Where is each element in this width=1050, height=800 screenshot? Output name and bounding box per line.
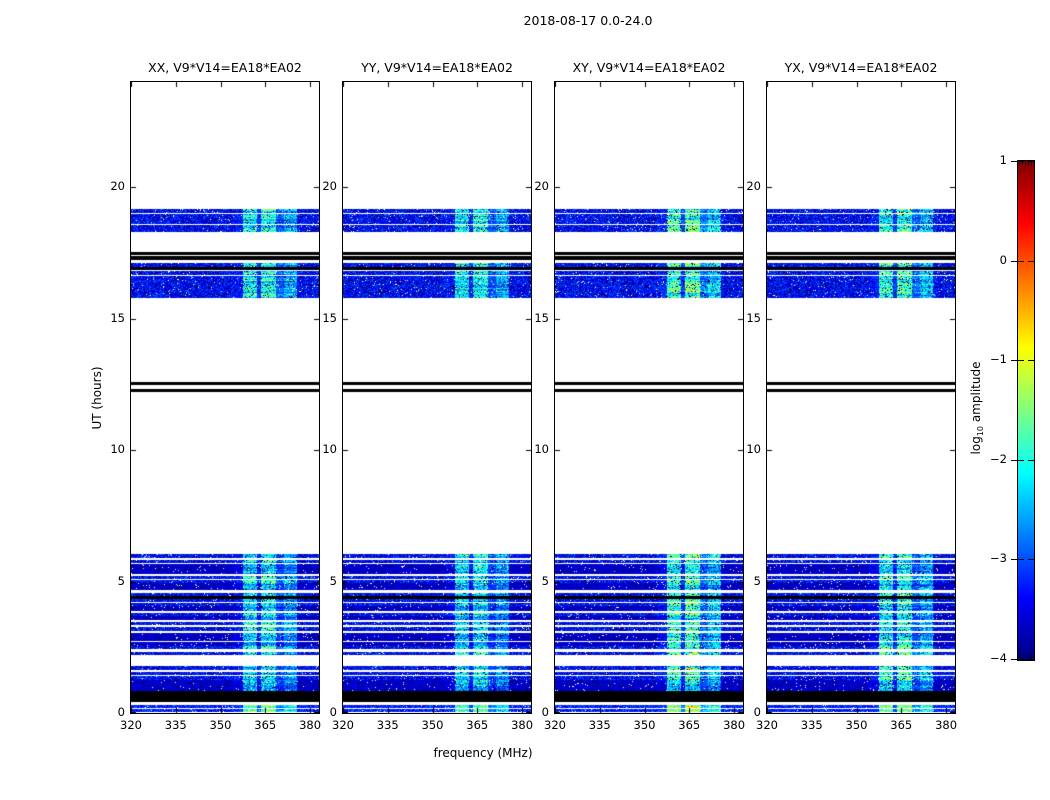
panel-title-XX: XX, V9*V14=EA18*EA02 xyxy=(148,60,302,75)
figure-title: 2018-08-17 0.0-24.0 xyxy=(523,13,653,28)
panel-title-YY: YY, V9*V14=EA18*EA02 xyxy=(361,60,513,75)
heatmap-canvas-XX xyxy=(131,82,319,713)
x-tick-label: 350 xyxy=(845,718,868,732)
y-tick-label: 20 xyxy=(746,179,761,194)
x-tick-label: 350 xyxy=(421,718,444,732)
panel-title-YX: YX, V9*V14=EA18*EA02 xyxy=(784,60,938,75)
x-tick-label: 320 xyxy=(756,718,778,732)
colorbar-tick-inner xyxy=(1028,161,1034,162)
colorbar-label: log10 amplitude xyxy=(968,361,986,455)
x-tick-label: 335 xyxy=(376,718,399,732)
y-tick-label: 0 xyxy=(117,705,125,719)
colorbar-tick xyxy=(1011,161,1024,162)
colorbar-tick-inner xyxy=(1028,261,1034,262)
colorbar-tick-inner xyxy=(1028,360,1034,361)
colorbar-tick-label: 1 xyxy=(999,153,1007,167)
x-tick-label: 365 xyxy=(466,718,489,732)
heatmap-canvas-YX xyxy=(767,82,955,713)
x-tick-label: 335 xyxy=(800,718,823,732)
y-tick-label: 20 xyxy=(110,179,125,194)
colorbar-hatch-top xyxy=(1019,161,1033,166)
panel-title-XY: XY, V9*V14=EA18*EA02 xyxy=(572,60,726,75)
colorbar-tick xyxy=(1011,460,1024,461)
colorbar-tick xyxy=(1011,360,1024,361)
y-tick-label: 5 xyxy=(117,573,125,588)
y-tick-label: 10 xyxy=(534,442,549,457)
y-tick-label: 15 xyxy=(110,310,125,325)
y-tick-label: 0 xyxy=(329,705,337,719)
panel-XX xyxy=(130,81,320,714)
colorbar-hatch-bottom xyxy=(1019,654,1033,659)
colorbar-tick-inner xyxy=(1028,460,1034,461)
colorbar-tick-label: −1 xyxy=(990,352,1007,366)
x-axis-label: frequency (MHz) xyxy=(433,746,533,760)
colorbar-tick xyxy=(1011,659,1024,660)
panel-YX xyxy=(766,81,956,714)
colorbar-tick-label: 0 xyxy=(999,253,1007,267)
y-tick-label: 15 xyxy=(322,310,337,325)
x-tick-label: 365 xyxy=(890,718,913,732)
x-tick-label: 365 xyxy=(254,718,277,732)
colorbar-tick xyxy=(1011,559,1024,560)
y-tick-label: 0 xyxy=(541,705,549,719)
x-tick-label: 350 xyxy=(633,718,656,732)
colorbar-tick-label: −3 xyxy=(990,551,1007,565)
x-tick-label: 335 xyxy=(588,718,611,732)
x-tick-label: 320 xyxy=(332,718,354,732)
x-tick-label: 365 xyxy=(678,718,701,732)
y-tick-label: 5 xyxy=(329,573,337,588)
heatmap-canvas-YY xyxy=(343,82,531,713)
y-tick-label: 5 xyxy=(541,573,549,588)
x-tick-label: 320 xyxy=(120,718,142,732)
colorbar-tick-inner xyxy=(1028,559,1034,560)
x-tick-label: 380 xyxy=(935,718,958,732)
y-tick-label: 5 xyxy=(753,573,761,588)
y-tick-label: 20 xyxy=(534,179,549,194)
y-tick-label: 0 xyxy=(753,705,761,719)
colorbar-tick-inner xyxy=(1028,659,1034,660)
x-tick-label: 335 xyxy=(164,718,187,732)
colorbar-tick-label: −2 xyxy=(990,452,1007,466)
x-tick-label: 380 xyxy=(723,718,746,732)
x-tick-label: 380 xyxy=(299,718,322,732)
y-tick-label: 20 xyxy=(322,179,337,194)
colorbar-gradient xyxy=(1017,160,1035,661)
y-tick-label: 15 xyxy=(746,310,761,325)
panel-YY xyxy=(342,81,532,714)
y-tick-label: 10 xyxy=(746,442,761,457)
x-tick-label: 320 xyxy=(544,718,566,732)
x-tick-label: 380 xyxy=(511,718,534,732)
colorbar-tick xyxy=(1011,261,1024,262)
y-tick-label: 10 xyxy=(322,442,337,457)
heatmap-canvas-XY xyxy=(555,82,743,713)
y-axis-label: UT (hours) xyxy=(90,366,104,430)
y-tick-label: 10 xyxy=(110,442,125,457)
x-tick-label: 350 xyxy=(209,718,232,732)
panel-XY xyxy=(554,81,744,714)
y-tick-label: 15 xyxy=(534,310,549,325)
colorbar-tick-label: −4 xyxy=(990,651,1007,665)
